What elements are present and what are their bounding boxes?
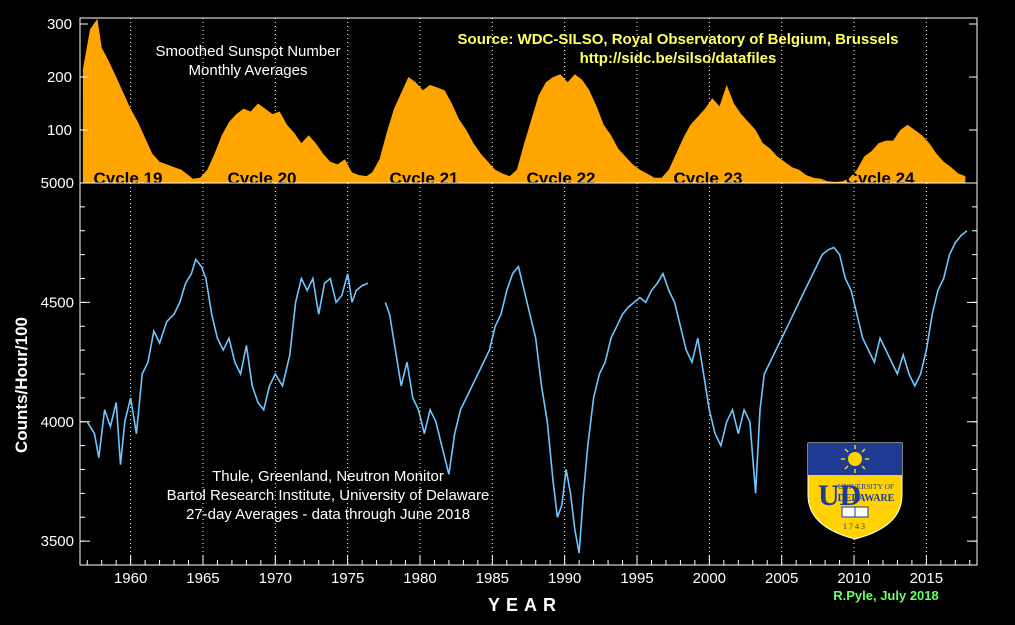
neutron-xtick-1980: 1980	[403, 570, 436, 587]
neutron-ytick-4000: 4000	[41, 414, 74, 431]
cycle-21-label: Cycle 21	[390, 169, 459, 188]
neutron-title-line2: Bartol Research Institute, University of…	[167, 487, 490, 504]
neutron-xtick-2005: 2005	[765, 570, 798, 587]
neutron-xtick-2010: 2010	[837, 570, 870, 587]
neutron-xtick-1985: 1985	[476, 570, 509, 587]
sunspot-ytick-100: 100	[47, 122, 72, 139]
neutron-x-ticks: 1960 1965 1970 1975 1980 1985 1990 1995 2000 2005…	[86, 555, 971, 587]
source-line2: http://sidc.be/silso/datafiles	[580, 50, 777, 67]
sunspot-ytick-200: 200	[47, 69, 72, 86]
logo-top-line: UNIVERSITY OF	[838, 482, 894, 491]
cycle-19-label: Cycle 19	[94, 169, 163, 188]
cycle-20-label: Cycle 20	[228, 169, 297, 188]
sunspot-title-line1: Smoothed Sunspot Number	[155, 43, 340, 60]
neutron-series-segment-2	[384, 230, 968, 554]
credit-text: R.Pyle, July 2018	[833, 588, 939, 603]
sunspot-y-ticks: 300 200 100	[47, 16, 977, 139]
neutron-xtick-1975: 1975	[331, 570, 364, 587]
y-axis-label: Counts/Hour/100	[12, 317, 31, 453]
neutron-title-line1: Thule, Greenland, Neutron Monitor	[212, 468, 444, 485]
sunspot-panel: 300 200 100 Smoothed Sunspot Number Monthl…	[47, 16, 978, 188]
source-line1: Source: WDC-SILSO, Royal Observatory of …	[458, 31, 899, 48]
neutron-xtick-2015: 2015	[910, 570, 943, 587]
neutron-xtick-2000: 2000	[693, 570, 726, 587]
neutron-title-line3: 27-day Averages - data through June 2018	[186, 506, 470, 523]
neutron-xtick-1965: 1965	[186, 570, 219, 587]
cycle-24-label: Cycle 24	[846, 169, 916, 188]
sunspot-area	[82, 18, 966, 184]
neutron-panel: 5000 4500 4000 3500 1960 1965 1970 1975 1980 198…	[12, 175, 978, 615]
cycle-22-label: Cycle 22	[527, 169, 596, 188]
neutron-xtick-1990: 1990	[548, 570, 581, 587]
neutron-series-segment-1	[86, 257, 369, 465]
neutron-y-ticks: 5000 4500 4000 3500	[41, 175, 977, 550]
neutron-lines	[86, 230, 968, 554]
logo-main-line: DELAWARE	[838, 493, 895, 504]
neutron-xtick-1960: 1960	[114, 570, 147, 587]
sun-rays-icon	[841, 445, 869, 473]
sunspot-title-line2: Monthly Averages	[189, 62, 308, 79]
neutron-xtick-1995: 1995	[620, 570, 653, 587]
logo-year: 1743	[843, 522, 867, 531]
x-axis-label: YEAR	[488, 595, 562, 615]
university-of-delaware-logo: UD UNIVERSITY OF DELAWARE 1743	[807, 442, 903, 540]
sun-icon	[848, 452, 862, 466]
neutron-xtick-1970: 1970	[259, 570, 292, 587]
neutron-ytick-3500: 3500	[41, 533, 74, 550]
cycle-23-label: Cycle 23	[674, 169, 743, 188]
neutron-ytick-5000: 5000	[41, 175, 74, 192]
sunspot-ytick-300: 300	[47, 16, 72, 33]
neutron-ytick-4500: 4500	[41, 294, 74, 311]
